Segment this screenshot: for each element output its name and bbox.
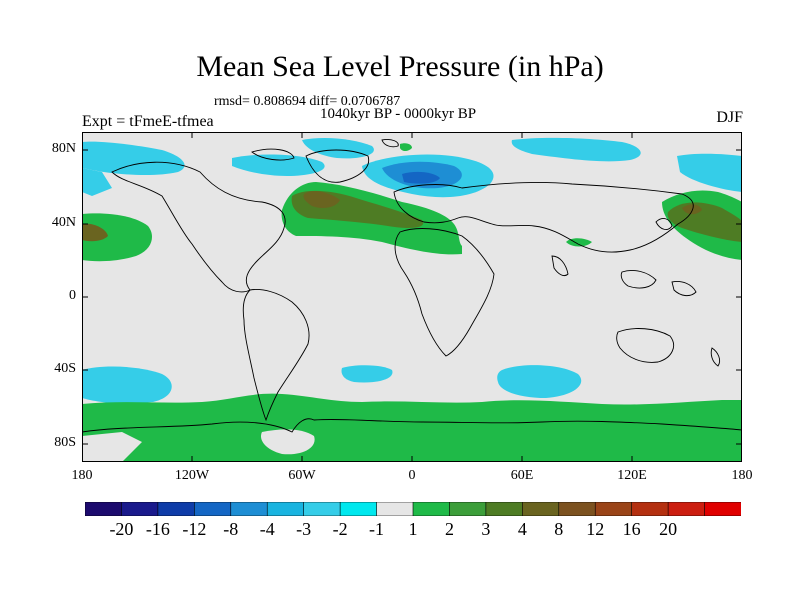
lon-label-60e: 60E bbox=[510, 468, 534, 483]
map-plot bbox=[82, 132, 742, 462]
coastlines bbox=[82, 139, 742, 433]
colorbar-label: -1 bbox=[369, 519, 385, 539]
lon-label-180w: 180 bbox=[71, 468, 93, 483]
colorbar-label: 20 bbox=[659, 519, 678, 539]
southern-ocean-positive bbox=[82, 393, 742, 462]
stats-label: rmsd= 0.808694 diff= 0.0706787 bbox=[214, 94, 401, 109]
page-title: Mean Sea Level Pressure (in hPa) bbox=[196, 50, 604, 83]
india-positive bbox=[566, 238, 592, 247]
lon-label-60w: 60W bbox=[288, 468, 316, 483]
lat-label-40n: 40N bbox=[51, 215, 76, 230]
lon-label-120e: 120E bbox=[617, 468, 647, 483]
colorbar-swatch bbox=[85, 502, 123, 516]
colorbar-label: 12 bbox=[586, 519, 605, 539]
arctic-negative-west-inner bbox=[82, 168, 112, 196]
colorbar bbox=[85, 502, 741, 516]
colorbar-swatch bbox=[266, 502, 305, 516]
colorbar-swatch bbox=[121, 502, 159, 516]
colorbar-swatch bbox=[522, 502, 560, 516]
colorbar-swatch bbox=[558, 502, 596, 516]
colorbar-swatch bbox=[667, 502, 706, 516]
barents-low-core bbox=[402, 171, 440, 184]
colorbar-swatch bbox=[303, 502, 341, 516]
far-east-negative bbox=[677, 153, 742, 192]
atlantic-positive-core bbox=[303, 191, 340, 208]
lat-label-0: 0 bbox=[69, 288, 76, 303]
lon-label-120w: 120W bbox=[174, 468, 210, 483]
period-label: 1040kyr BP - 0000kyr BP bbox=[320, 106, 477, 122]
colorbar-swatch bbox=[412, 502, 451, 516]
lat-ticks bbox=[82, 149, 742, 445]
colorbar-label: 4 bbox=[517, 519, 527, 539]
greenland-negative bbox=[302, 138, 374, 159]
colorbar-label: -2 bbox=[332, 519, 348, 539]
colorbar-swatch bbox=[704, 502, 741, 516]
south-pacific-gray bbox=[82, 432, 142, 462]
colorbar-swatch bbox=[594, 502, 633, 516]
colorbar-label: -4 bbox=[259, 519, 275, 539]
colorbar-label: -8 bbox=[223, 519, 239, 539]
s-atlantic-negative bbox=[341, 365, 393, 383]
experiment-label: Expt = tFmeE-tfmea bbox=[82, 113, 214, 130]
east-asia-positive-core bbox=[682, 204, 702, 215]
lon-ticks bbox=[191, 132, 633, 462]
colorbar-swatch bbox=[631, 502, 669, 516]
colorbar-swatch bbox=[449, 502, 487, 516]
lat-label-80s: 80S bbox=[54, 435, 76, 450]
colorbar-label: 1 bbox=[408, 519, 418, 539]
colorbar-swatch bbox=[194, 502, 232, 516]
colorbar-label: -16 bbox=[145, 519, 170, 539]
arctic-negative-west bbox=[82, 141, 185, 176]
colorbar-swatch bbox=[339, 502, 378, 516]
colorbar-label: 3 bbox=[481, 519, 491, 539]
s-indian-negative bbox=[497, 365, 582, 398]
colorbar-swatch bbox=[230, 502, 268, 516]
colorbar-label: -3 bbox=[296, 519, 312, 539]
colorbar-swatch bbox=[376, 502, 414, 516]
colorbar-swatch bbox=[157, 502, 195, 516]
antarctic-gray-patch bbox=[260, 429, 315, 455]
lat-label-80n: 80N bbox=[51, 141, 76, 156]
se-pacific-negative bbox=[82, 366, 172, 404]
lon-label-0: 0 bbox=[408, 468, 416, 483]
colorbar-label: 16 bbox=[622, 519, 641, 539]
west-pacific-positive-core bbox=[82, 223, 108, 242]
colorbar-swatch bbox=[485, 502, 523, 516]
lon-label-180e: 180 bbox=[731, 468, 753, 483]
colorbar-label: -12 bbox=[182, 519, 207, 539]
west-pacific-positive bbox=[82, 213, 152, 262]
east-siberia-negative bbox=[511, 137, 641, 162]
colorbar-label: -20 bbox=[109, 519, 134, 539]
lat-label-40s: 40S bbox=[54, 361, 76, 376]
canada-negative bbox=[232, 154, 325, 176]
colorbar-label: 8 bbox=[554, 519, 564, 539]
colorbar-label: 2 bbox=[444, 519, 454, 539]
season-label: DJF bbox=[716, 109, 743, 126]
small-green-arctic bbox=[400, 143, 412, 151]
